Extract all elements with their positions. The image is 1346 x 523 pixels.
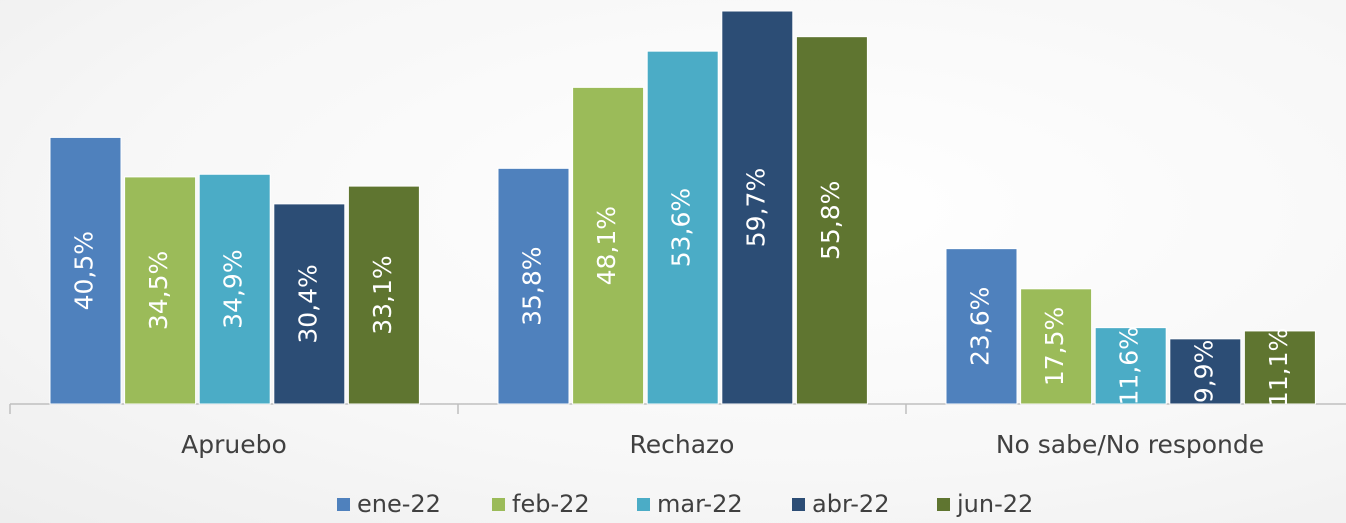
legend-swatch <box>492 498 505 511</box>
value-label: 17,5% <box>1040 307 1069 386</box>
legend-swatch <box>792 498 805 511</box>
legend-label: jun-22 <box>956 490 1033 518</box>
x-tick-label: Rechazo <box>630 430 735 459</box>
bar <box>273 203 346 405</box>
value-label: 9,9% <box>1189 340 1218 404</box>
value-label: 40,5% <box>70 231 99 310</box>
value-label: 55,8% <box>816 181 845 260</box>
bar <box>347 185 420 405</box>
x-tick-label: Apruebo <box>181 430 287 459</box>
value-label: 34,5% <box>144 251 173 330</box>
bar <box>646 50 719 405</box>
value-label: 30,4% <box>293 264 322 343</box>
bar <box>721 10 794 405</box>
legend-label: mar-22 <box>657 490 743 518</box>
value-label: 11,1% <box>1264 328 1293 407</box>
value-label: 23,6% <box>966 287 995 366</box>
bar <box>1020 288 1093 405</box>
value-label: 34,9% <box>219 249 248 328</box>
legend-label: abr-22 <box>812 490 889 518</box>
bar <box>795 36 868 405</box>
bar <box>1094 327 1167 405</box>
legend-swatch <box>637 498 650 511</box>
bar <box>1243 330 1316 405</box>
bar <box>198 173 271 405</box>
x-tick-label: No sabe/No responde <box>996 430 1264 459</box>
legend-label: feb-22 <box>512 490 590 518</box>
bar <box>572 86 645 405</box>
bar <box>124 176 197 405</box>
legend-swatch <box>337 498 350 511</box>
value-label: 53,6% <box>667 188 696 267</box>
bar <box>1169 338 1242 405</box>
bar <box>497 167 570 405</box>
value-label: 48,1% <box>592 206 621 285</box>
value-label: 11,6% <box>1115 326 1144 405</box>
bar <box>49 136 122 405</box>
value-label: 35,8% <box>518 246 547 325</box>
value-label: 33,1% <box>368 255 397 334</box>
bar <box>945 248 1018 405</box>
legend-swatch <box>937 498 950 511</box>
value-label: 59,7% <box>741 168 770 247</box>
legend-label: ene-22 <box>357 490 441 518</box>
